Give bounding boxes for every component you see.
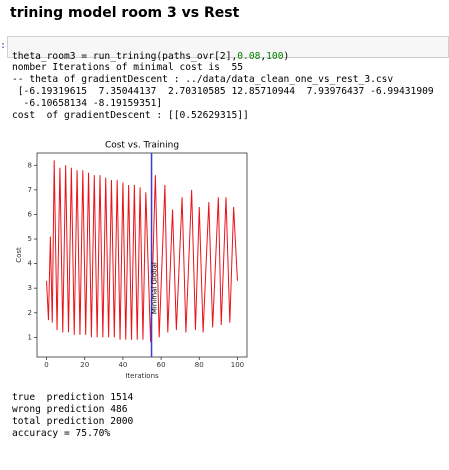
y-tick-label: 6 (28, 210, 33, 218)
code-token: , (260, 51, 267, 62)
code-number: 0.08 (237, 51, 261, 62)
code: theta_room3 = run_trining(paths_ovr[2],0… (12, 40, 289, 62)
x-tick-label: 80 (195, 361, 204, 369)
x-tick-label: 20 (80, 361, 89, 369)
x-tick-label: 100 (231, 361, 244, 369)
x-tick-label: 0 (44, 361, 48, 369)
output-line: -6.10658134 -8.19159351] (12, 98, 163, 109)
output: true prediction 1514 wrong prediction 486… (12, 392, 133, 440)
y-axis-label: Cost (15, 247, 23, 263)
cell-prompt: : (0, 40, 7, 51)
x-axis-label: Iterations (125, 372, 159, 380)
heading: trining model room 3 vs Rest (10, 5, 240, 21)
minimum-label: Minimal Global (151, 262, 159, 314)
y-tick-label: 4 (28, 260, 33, 268)
y-tick-label: 3 (28, 284, 32, 292)
code-number: 100 (266, 51, 284, 62)
output-line: [-6.19319615 7.35044137 2.70310585 12.85… (12, 86, 434, 97)
x-tick-label: 60 (157, 361, 166, 369)
y-tick-label: 1 (28, 333, 32, 341)
output-line: total prediction 2000 (12, 416, 134, 427)
output-line: true prediction 1514 (12, 392, 134, 403)
output-line: accuracy = 75.70% (12, 428, 111, 439)
x-tick-label: 40 (118, 361, 127, 369)
output: nomber Iterations of minimal cost is 55-… (12, 62, 434, 122)
code-token: ) (283, 51, 290, 62)
code-token: theta_room3 = run_trining(paths_ovr[2], (12, 51, 238, 62)
y-tick-label: 5 (28, 235, 32, 243)
y-tick-label: 2 (28, 309, 32, 317)
chart-title: Cost vs. Training (105, 141, 179, 151)
cost-line (46, 160, 238, 343)
output-line: nomber Iterations of minimal cost is 55 (12, 62, 244, 73)
y-tick-label: 8 (28, 161, 32, 169)
output-line: wrong prediction 486 (12, 404, 128, 415)
y-tick-label: 7 (28, 186, 32, 194)
output-line: cost of gradientDescent : [[0.52629315]] (12, 110, 249, 121)
output-line: -- theta of gradientDescent : ../data/da… (12, 74, 394, 85)
